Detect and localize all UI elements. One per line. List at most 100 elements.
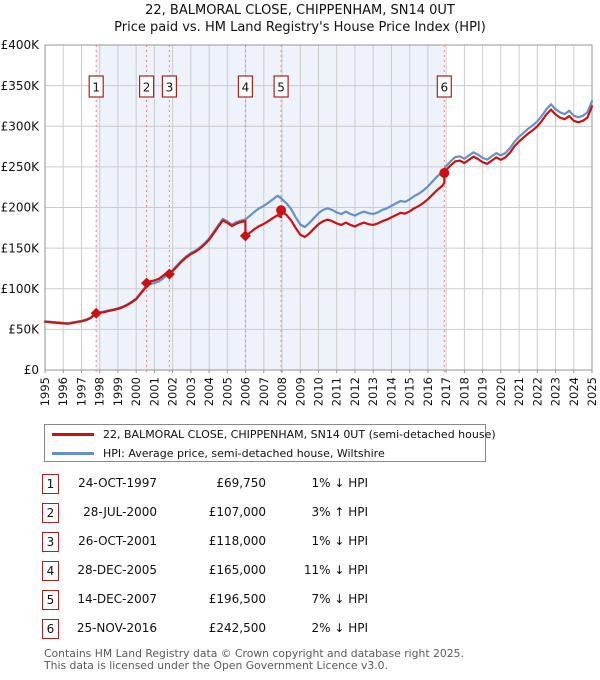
table-row: 3 26-OCT-2001 £118,000 1% ↓ HPI bbox=[42, 532, 372, 552]
sale-badge-box bbox=[139, 75, 155, 98]
chart-legend: 22, BALMORAL CLOSE, CHIPPENHAM, SN14 0UT… bbox=[44, 424, 496, 463]
table-row: 6 25-NOV-2016 £242,500 2% ↓ HPI bbox=[42, 619, 372, 639]
y-axis-label: £250K bbox=[1, 160, 41, 174]
x-axis-label: 1996 bbox=[56, 377, 70, 406]
x-axis-label: 2000 bbox=[129, 377, 143, 406]
y-axis-label: £50K bbox=[8, 323, 40, 337]
x-axis-label: 2017 bbox=[439, 377, 453, 406]
hpi-line-sample bbox=[52, 452, 94, 455]
table-row: 5 14-DEC-2007 £196,500 7% ↓ HPI bbox=[42, 590, 372, 610]
legend-row-price: 22, BALMORAL CLOSE, CHIPPENHAM, SN14 0UT… bbox=[45, 425, 496, 444]
y-axis-label: £200K bbox=[1, 201, 41, 215]
x-axis-label: 2009 bbox=[293, 377, 307, 406]
sale-badge-box bbox=[161, 75, 177, 98]
table-row: 4 28-DEC-2005 £165,000 11% ↓ HPI bbox=[42, 561, 372, 581]
sale-point-marker bbox=[439, 168, 450, 178]
x-axis-label: 1995 bbox=[38, 377, 52, 406]
sale-badge-number: 5 bbox=[277, 81, 285, 95]
license-footer: Contains HM Land Registry data © Crown c… bbox=[44, 648, 464, 671]
row-badge: 3 bbox=[42, 532, 59, 552]
legend-label-hpi: HPI: Average price, semi-detached house,… bbox=[103, 447, 385, 460]
sale-price: £107,000 bbox=[208, 505, 266, 519]
row-badge: 5 bbox=[42, 590, 59, 610]
plot-border bbox=[44, 44, 593, 371]
sale-price: £118,000 bbox=[208, 534, 266, 548]
price-line-sample bbox=[52, 433, 94, 436]
sale-hpi-delta: 11% ↓ HPI bbox=[303, 563, 368, 577]
x-axis-label: 2012 bbox=[348, 377, 362, 406]
x-axis-label: 1997 bbox=[75, 377, 89, 406]
page-title: 22, BALMORAL CLOSE, CHIPPENHAM, SN14 0UT bbox=[145, 3, 455, 18]
sale-badge-number: 1 bbox=[92, 81, 100, 95]
page-subtitle: Price paid vs. HM Land Registry's House … bbox=[114, 19, 486, 35]
sale-date: 25-NOV-2016 bbox=[76, 621, 157, 635]
x-axis-label: 2022 bbox=[530, 377, 544, 406]
sale-point-marker bbox=[239, 230, 251, 242]
sale-badge-box bbox=[273, 75, 289, 98]
x-axis-label: 2020 bbox=[494, 377, 508, 406]
sale-hpi-delta: 2% ↓ HPI bbox=[311, 621, 368, 635]
sale-badge-number: 3 bbox=[166, 81, 174, 95]
sales-table: 1 24-OCT-1997 £69,750 1% ↓ HPI 2 28-JUL-… bbox=[42, 474, 372, 644]
price-paid-line bbox=[43, 105, 594, 325]
x-axis-label: 2001 bbox=[147, 377, 161, 406]
x-axis-label: 2014 bbox=[384, 377, 398, 406]
sale-price: £242,500 bbox=[208, 621, 266, 635]
legend-row-hpi: HPI: Average price, semi-detached house,… bbox=[45, 444, 485, 463]
x-axis-label: 2003 bbox=[184, 377, 198, 406]
row-badge: 1 bbox=[42, 474, 59, 494]
sale-badge-box bbox=[88, 75, 104, 98]
sale-date: 24-OCT-1997 bbox=[78, 476, 157, 490]
sale-price: £69,750 bbox=[216, 476, 266, 490]
sale-hpi-delta: 7% ↓ HPI bbox=[311, 592, 368, 606]
y-axis-label: £100K bbox=[1, 282, 41, 296]
chart-header: 22, BALMORAL CLOSE, CHIPPENHAM, SN14 0UT… bbox=[0, 3, 600, 36]
price-history-chart: 1 2 3 4 5 6 £0 £50K £100K £150K £200K £250K £300K £35… bbox=[1, 38, 599, 406]
table-row: 1 24-OCT-1997 £69,750 1% ↓ HPI bbox=[42, 474, 372, 494]
sale-point-marker bbox=[276, 205, 287, 216]
sale-badge-number: 4 bbox=[242, 81, 250, 95]
sale-point-marker bbox=[163, 268, 175, 280]
sale-date: 14-DEC-2007 bbox=[77, 592, 157, 606]
sale-point-marker bbox=[90, 307, 102, 319]
x-axis-label: 2011 bbox=[330, 377, 344, 406]
sale-badge-box bbox=[436, 75, 452, 98]
y-axis-label: £0 bbox=[24, 363, 39, 377]
sale-badge-number: 2 bbox=[143, 81, 151, 95]
sale-price: £196,500 bbox=[208, 592, 266, 606]
row-badge: 2 bbox=[42, 503, 59, 523]
sale-date: 28-DEC-2005 bbox=[77, 563, 157, 577]
legend-label-price: 22, BALMORAL CLOSE, CHIPPENHAM, SN14 0UT… bbox=[103, 428, 496, 441]
sale-badge-number: 6 bbox=[440, 81, 448, 95]
y-axis-label: £350K bbox=[1, 79, 41, 93]
x-axis-label: 1999 bbox=[111, 377, 125, 406]
x-axis-label: 2013 bbox=[366, 377, 380, 406]
x-axis-label: 2023 bbox=[549, 377, 563, 406]
x-axis-label: 2008 bbox=[275, 377, 289, 406]
row-badge: 4 bbox=[42, 561, 59, 581]
y-axis-label: £400K bbox=[1, 38, 41, 52]
y-axis-label: £300K bbox=[1, 119, 41, 133]
sale-price: £165,000 bbox=[208, 563, 266, 577]
sale-hpi-delta: 1% ↓ HPI bbox=[311, 534, 368, 548]
x-axis-label: 2015 bbox=[403, 377, 417, 406]
x-axis-label: 2016 bbox=[421, 377, 435, 406]
x-axis-label: 2024 bbox=[567, 377, 581, 406]
x-axis-label: 2018 bbox=[457, 377, 471, 406]
x-axis-label: 2006 bbox=[239, 377, 253, 406]
sale-date: 26-OCT-2001 bbox=[78, 534, 157, 548]
x-axis-label: 2005 bbox=[220, 377, 234, 406]
x-axis-label: 2025 bbox=[585, 377, 599, 406]
sale-hpi-delta: 3% ↑ HPI bbox=[311, 505, 368, 519]
sale-point-marker bbox=[141, 277, 153, 289]
sale-hpi-delta: 1% ↓ HPI bbox=[311, 476, 368, 490]
x-axis-label: 2007 bbox=[257, 377, 271, 406]
sale-date: 28-JUL-2000 bbox=[83, 505, 157, 519]
x-axis-label: 2019 bbox=[476, 377, 490, 406]
x-axis-label: 2004 bbox=[202, 377, 216, 406]
table-row: 2 28-JUL-2000 £107,000 3% ↑ HPI bbox=[42, 503, 372, 523]
y-axis-label: £150K bbox=[1, 241, 41, 255]
sale-badge-box bbox=[237, 75, 253, 98]
x-axis-label: 2021 bbox=[512, 377, 526, 406]
footer-line-1: Contains HM Land Registry data © Crown c… bbox=[44, 647, 464, 660]
